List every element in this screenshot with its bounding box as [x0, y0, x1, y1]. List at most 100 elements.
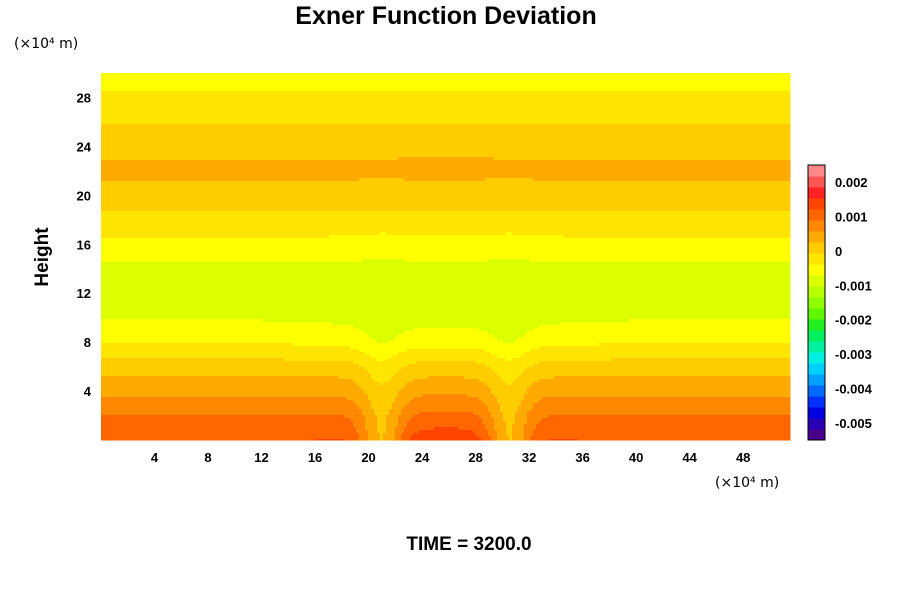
- field-cell: [365, 100, 369, 104]
- field-cell: [596, 133, 600, 137]
- field-cell: [524, 88, 528, 92]
- field-cell: [608, 97, 612, 101]
- field-cell: [437, 85, 441, 89]
- field-cell: [422, 106, 426, 110]
- field-cell: [542, 127, 546, 131]
- field-cell: [317, 88, 321, 92]
- field-cell: [164, 76, 168, 80]
- field-cell: [347, 136, 351, 140]
- field-cell: [629, 109, 633, 113]
- field-cell: [743, 85, 747, 89]
- field-cell: [500, 85, 504, 89]
- field-cell: [407, 106, 411, 110]
- field-cell: [650, 103, 654, 107]
- field-cell: [236, 73, 240, 77]
- field-cell: [182, 82, 186, 86]
- field-cell: [389, 121, 393, 125]
- field-cell: [572, 79, 576, 83]
- field-cell: [224, 130, 228, 134]
- field-cell: [458, 136, 462, 140]
- field-cell: [470, 136, 474, 140]
- field-cell: [644, 97, 648, 101]
- field-cell: [122, 118, 126, 122]
- field-cell: [485, 103, 489, 107]
- field-cell: [122, 109, 126, 113]
- field-cell: [446, 130, 450, 134]
- field-cell: [548, 73, 552, 77]
- field-cell: [776, 82, 780, 86]
- field-cell: [614, 82, 618, 86]
- field-cell: [788, 85, 791, 89]
- field-cell: [383, 88, 387, 92]
- field-cell: [536, 91, 540, 95]
- field-cell: [131, 103, 135, 107]
- field-cell: [668, 73, 672, 77]
- field-cell: [419, 115, 423, 119]
- field-cell: [536, 76, 540, 80]
- field-cell: [650, 133, 654, 137]
- field-cell: [485, 82, 489, 86]
- field-cell: [350, 100, 354, 104]
- field-cell: [437, 115, 441, 119]
- field-cell: [431, 133, 435, 137]
- field-cell: [704, 127, 708, 131]
- field-cell: [632, 115, 636, 119]
- field-cell: [488, 94, 492, 98]
- field-cell: [497, 136, 501, 140]
- field-cell: [548, 100, 552, 104]
- field-cell: [230, 127, 234, 131]
- field-cell: [689, 73, 693, 77]
- field-cell: [518, 97, 522, 101]
- field-cell: [563, 136, 567, 140]
- field-cell: [602, 79, 606, 83]
- field-cell: [272, 127, 276, 131]
- field-cell: [362, 106, 366, 110]
- field-cell: [767, 106, 771, 110]
- field-cell: [680, 118, 684, 122]
- field-cell: [638, 73, 642, 77]
- field-cell: [509, 73, 513, 77]
- field-cell: [116, 76, 120, 80]
- field-cell: [407, 73, 411, 77]
- field-cell: [380, 97, 384, 101]
- field-cell: [773, 85, 777, 89]
- field-cell: [500, 112, 504, 116]
- field-cell: [206, 94, 210, 98]
- field-cell: [362, 91, 366, 95]
- field-cell: [632, 85, 636, 89]
- field-cell: [320, 94, 324, 98]
- field-cell: [293, 103, 297, 107]
- field-cell: [428, 73, 432, 77]
- field-cell: [689, 130, 693, 134]
- field-cell: [209, 100, 213, 104]
- field-cell: [236, 79, 240, 83]
- field-cell: [707, 82, 711, 86]
- field-cell: [476, 127, 480, 131]
- field-cell: [677, 100, 681, 104]
- field-cell: [653, 115, 657, 119]
- field-cell: [167, 82, 171, 86]
- field-cell: [464, 130, 468, 134]
- field-cell: [470, 73, 474, 77]
- field-cell: [668, 109, 672, 113]
- field-cell: [641, 133, 645, 137]
- field-cell: [188, 124, 192, 128]
- field-cell: [149, 103, 153, 107]
- field-cell: [521, 124, 525, 128]
- field-cell: [515, 124, 519, 128]
- field-cell: [392, 79, 396, 83]
- field-cell: [167, 97, 171, 101]
- field-cell: [458, 82, 462, 86]
- field-cell: [560, 124, 564, 128]
- field-cell: [455, 94, 459, 98]
- field-cell: [131, 88, 135, 92]
- field-cell: [686, 109, 690, 113]
- field-cell: [401, 103, 405, 107]
- field-cell: [692, 106, 696, 110]
- field-cell: [758, 82, 762, 86]
- field-cell: [299, 88, 303, 92]
- field-cell: [671, 103, 675, 107]
- field-cell: [299, 76, 303, 80]
- field-cell: [269, 121, 273, 125]
- field-cell: [668, 130, 672, 134]
